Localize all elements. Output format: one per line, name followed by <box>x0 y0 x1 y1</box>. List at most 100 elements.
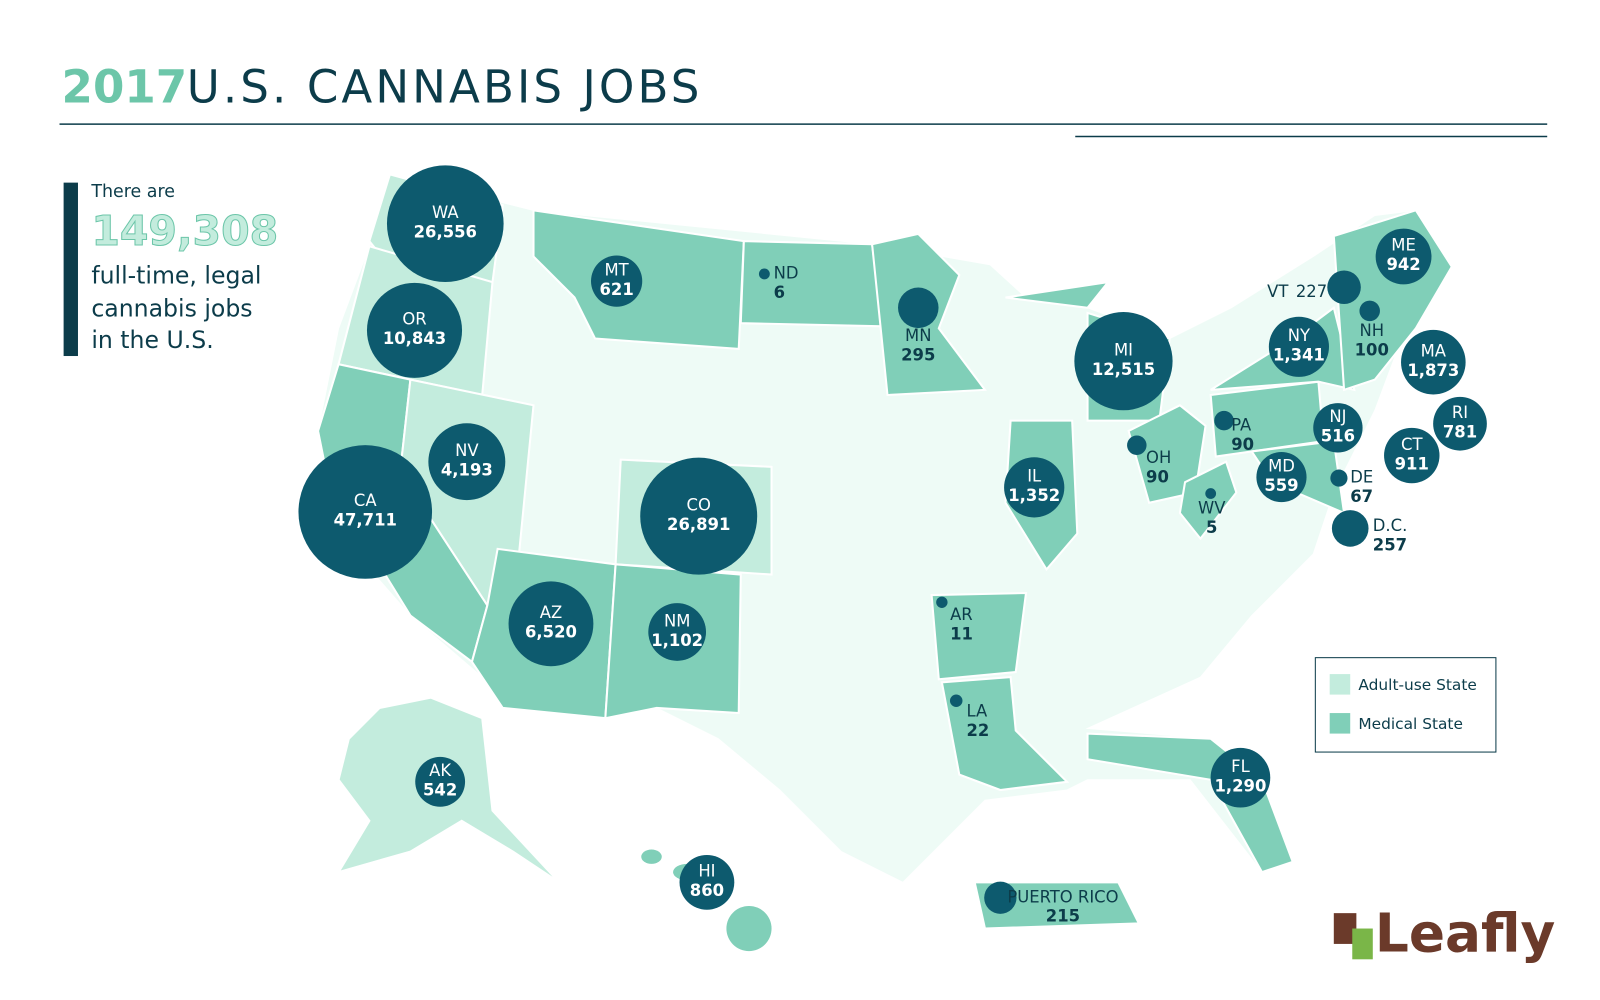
job-bubble <box>648 603 707 661</box>
job-bubble <box>679 854 735 910</box>
state-name: HI <box>698 862 715 881</box>
job-bubble <box>1210 747 1271 808</box>
total: 149,308 <box>91 207 278 255</box>
state-name: NJ <box>1329 407 1346 426</box>
state-name: DE <box>1350 468 1373 487</box>
job-bubble <box>386 165 504 282</box>
title-year: 2017 <box>62 60 188 113</box>
logo-text: Leafly <box>1375 901 1555 964</box>
state-name: CT <box>1401 435 1423 454</box>
state-jobs: 1,341 <box>1273 346 1325 365</box>
summary-line: full-time, legal <box>91 262 261 290</box>
state-name: AK <box>429 761 452 780</box>
state-name: OR <box>402 310 426 329</box>
state-name: ND <box>774 263 799 282</box>
job-bubble <box>640 457 758 575</box>
job-bubble <box>1401 329 1466 395</box>
state-name: PUERTO RICO <box>1007 887 1118 906</box>
state-jobs: 1,290 <box>1214 776 1266 795</box>
state-jobs: 12,515 <box>1092 360 1155 379</box>
state-jobs: 227 <box>1296 282 1327 301</box>
job-bubble <box>1074 312 1173 411</box>
title: U.S. CANNABIS JOBS <box>187 60 703 113</box>
job-bubble <box>1004 457 1065 518</box>
job-bubble <box>1359 300 1380 322</box>
state-jobs: 4,193 <box>441 460 493 479</box>
state-jobs: 22 <box>966 721 989 740</box>
legend <box>1314 657 1497 753</box>
state-jobs: 6,520 <box>525 623 577 642</box>
state-name: WV <box>1198 498 1226 517</box>
state-jobs: 100 <box>1355 340 1389 359</box>
state-name: MN <box>905 326 931 345</box>
job-bubble <box>428 423 506 501</box>
state-name: PA <box>1231 415 1252 434</box>
state-name: AR <box>950 605 973 624</box>
job-bubble <box>758 268 770 280</box>
job-bubble <box>949 694 963 708</box>
state-name: VT <box>1267 282 1289 301</box>
job-bubble <box>1331 510 1369 547</box>
legend-swatch <box>1329 713 1351 734</box>
state-jobs: 621 <box>600 280 634 299</box>
state-jobs: 860 <box>690 881 724 900</box>
state-jobs: 559 <box>1264 476 1298 495</box>
state-name: OH <box>1146 448 1171 467</box>
state-jobs: 90 <box>1146 468 1169 487</box>
state-jobs: 10,843 <box>383 329 446 348</box>
legend-swatch <box>1329 674 1351 695</box>
job-bubble <box>1268 316 1329 377</box>
state-name: MT <box>605 260 630 279</box>
job-bubble <box>984 881 1017 914</box>
accent-bar <box>63 182 78 357</box>
job-bubble <box>1205 488 1217 499</box>
state-name: MA <box>1421 341 1447 360</box>
job-bubble <box>1375 228 1432 285</box>
job-bubble <box>1313 403 1363 453</box>
intro: There are <box>90 182 175 202</box>
summary-line: in the U.S. <box>91 326 213 354</box>
job-bubble <box>898 287 939 329</box>
legend-label: Medical State <box>1358 715 1462 733</box>
state-jobs: 5 <box>1206 518 1217 537</box>
job-bubble <box>936 596 948 608</box>
state-jobs: 1,102 <box>651 631 703 650</box>
job-bubble <box>298 445 433 579</box>
state-jobs: 11 <box>950 625 973 644</box>
state-jobs: 26,891 <box>667 515 730 534</box>
state-name: ME <box>1391 236 1416 255</box>
state-name: NY <box>1288 326 1311 345</box>
state-jobs: 516 <box>1321 427 1355 446</box>
state-jobs: 781 <box>1443 422 1477 441</box>
summary-line: cannabis jobs <box>91 294 252 322</box>
state-jobs: 90 <box>1231 435 1254 454</box>
state-jobs: 1,873 <box>1407 361 1459 380</box>
job-bubble <box>1327 270 1361 305</box>
state-jobs: 942 <box>1386 255 1420 274</box>
state-name: FL <box>1231 757 1250 776</box>
state-jobs: 215 <box>1046 907 1080 926</box>
state-name: NM <box>664 611 690 630</box>
state-jobs: 911 <box>1395 454 1429 473</box>
state-name: AZ <box>540 603 562 622</box>
job-bubble <box>1127 435 1147 456</box>
job-bubble <box>1433 396 1487 451</box>
state-name: MI <box>1114 340 1133 359</box>
job-bubble <box>591 255 643 307</box>
state-jobs: 542 <box>423 781 457 800</box>
state-jobs: 47,711 <box>334 511 397 530</box>
job-bubble <box>1330 469 1348 487</box>
state-jobs: 1,352 <box>1008 486 1060 505</box>
state-name: MD <box>1268 456 1295 475</box>
job-bubble <box>508 581 594 667</box>
state-name: WA <box>432 203 459 222</box>
state-jobs: 6 <box>774 283 785 302</box>
state-jobs: 67 <box>1350 487 1373 506</box>
state-name: IL <box>1027 467 1042 486</box>
job-bubble <box>415 756 466 807</box>
state-name: CA <box>354 491 377 510</box>
state-name: NV <box>455 441 479 460</box>
state-name: LA <box>966 702 988 721</box>
job-bubble <box>366 282 463 378</box>
state-jobs: 26,556 <box>414 222 477 241</box>
